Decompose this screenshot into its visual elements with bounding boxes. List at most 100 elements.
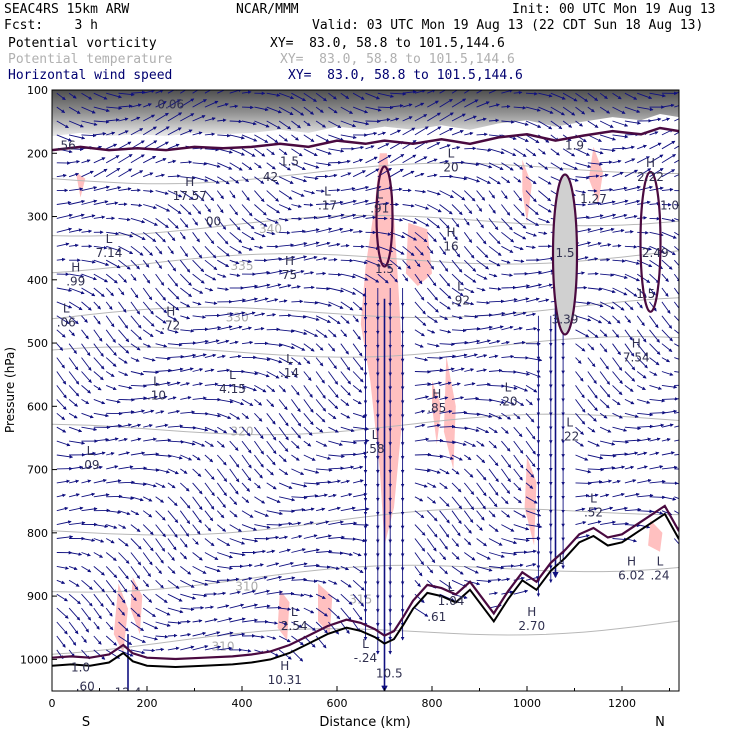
wind-arrow-1020 <box>56 371 67 385</box>
wind-arrow-1810 <box>192 593 208 598</box>
wind-arrow-120 <box>278 120 292 130</box>
wind-arrow-948 <box>427 343 440 348</box>
wind-arrow-221 <box>266 148 275 156</box>
wind-arrow-1788 <box>414 580 421 588</box>
wind-arrow-1385 <box>155 468 170 474</box>
wind-arrow-113 <box>192 115 206 122</box>
wind-arrow-1545 <box>241 510 254 518</box>
wind-arrow-1433 <box>118 480 136 485</box>
wind-arrow-1085 <box>229 384 246 390</box>
wind-arrow-56 <box>118 104 133 108</box>
wind-arrow-269 <box>229 162 243 171</box>
wind-arrow-1038 <box>278 371 289 379</box>
wind-arrow-1667 <box>513 538 530 542</box>
wind-arrow-695 <box>451 273 464 286</box>
wind-arrow-710 <box>636 273 651 283</box>
y-tick-label-2: 300 <box>27 211 48 224</box>
wind-arrow-1424 <box>637 465 648 470</box>
wind-arrow-1599 <box>279 521 293 526</box>
wind-arrow-963 <box>612 343 621 356</box>
wind-arrow-497 <box>525 218 540 226</box>
wind-arrow-1247 <box>340 426 355 433</box>
wind-arrow-1761 <box>81 579 93 590</box>
wind-arrow-1248 <box>353 426 370 431</box>
wind-arrow-1644 <box>229 538 246 545</box>
wind-arrow-917 <box>674 329 679 335</box>
wind-arrow-622 <box>179 259 191 273</box>
wind-arrow-606 <box>612 244 622 248</box>
wind-arrow-808 <box>587 301 604 308</box>
wind-arrow-1780 <box>315 579 327 584</box>
wind-arrow-1318 <box>587 440 600 447</box>
wind-arrow-122 <box>303 120 311 127</box>
wind-arrow-494 <box>488 218 499 231</box>
wind-arrow-635 <box>340 258 354 263</box>
wind-arrow-789 <box>352 301 363 311</box>
extremum-value-26: 1.5 <box>555 246 574 260</box>
wind-arrow-1125 <box>93 398 106 405</box>
wind-arrow-1483 <box>106 494 123 499</box>
wind-arrow-873 <box>130 329 142 341</box>
wind-arrow-541 <box>439 232 447 241</box>
wind-arrow-951 <box>464 339 481 345</box>
wind-arrow-353 <box>636 168 652 178</box>
wind-arrow-338 <box>451 176 468 181</box>
wind-arrow-1330 <box>106 451 115 456</box>
wind-arrow-453 <box>612 199 629 205</box>
wind-arrow-1166 <box>599 399 610 409</box>
wind-arrow-1205 <box>451 410 468 415</box>
theta-line-1 <box>52 214 679 237</box>
wind-arrow-594 <box>463 246 475 259</box>
wind-arrow-604 <box>587 241 602 247</box>
wind-arrow-532 <box>328 227 344 233</box>
wind-arrow-248 <box>600 148 616 153</box>
wind-arrow-287 <box>451 160 465 165</box>
wind-arrow-1662 <box>451 538 459 547</box>
wind-arrow-41 <box>562 92 578 102</box>
wind-arrow-647 <box>488 259 501 267</box>
wind-arrow-1794 <box>488 578 502 582</box>
wind-arrow-1848 <box>229 603 245 609</box>
north-end-label: N <box>655 715 665 730</box>
wind-arrow-1055 <box>488 368 503 373</box>
wind-arrow-592 <box>439 246 446 256</box>
wind-arrow-1625 <box>600 520 616 526</box>
wind-arrow-1457 <box>414 482 428 488</box>
wind-arrow-518 <box>155 231 166 243</box>
wind-arrow-165 <box>204 132 216 136</box>
wind-arrow-1665 <box>488 538 503 546</box>
wind-arrow-1476 <box>649 479 666 484</box>
wind-arrow-1581 <box>56 520 72 526</box>
wind-arrow-417 <box>167 204 182 214</box>
wind-arrow-547 <box>513 231 527 240</box>
wind-arrow-1470 <box>575 481 592 486</box>
wind-arrow-1131 <box>167 396 177 400</box>
wind-arrow-1292 <box>266 440 277 455</box>
wind-arrow-767 <box>81 301 92 311</box>
wind-arrow-310 <box>105 167 121 178</box>
wind-arrow-191 <box>525 134 540 144</box>
wind-arrow-1311 <box>501 440 511 452</box>
wind-arrow-1508 <box>414 496 424 502</box>
wind-arrow-527 <box>266 231 276 236</box>
wind-arrow-529 <box>291 229 306 234</box>
wind-arrow-1678 <box>81 552 91 557</box>
wind-arrow-1158 <box>501 398 516 406</box>
wind-arrow-105 <box>93 120 110 124</box>
wind-arrow-1554 <box>353 507 370 512</box>
wind-arrow-1296 <box>315 440 328 447</box>
wind-arrow-91 <box>550 106 565 116</box>
wind-arrow-164 <box>192 131 203 136</box>
wind-arrow-1487 <box>155 496 164 503</box>
wind-arrow-1015 <box>624 357 636 371</box>
wind-arrow-1381 <box>106 465 119 470</box>
wind-arrow-483 <box>353 214 367 219</box>
wind-arrow-521 <box>192 232 200 243</box>
wind-arrow-282 <box>389 154 405 164</box>
wind-arrow-949 <box>439 342 455 347</box>
wind-arrow-185 <box>451 129 464 136</box>
wind-arrow-1014 <box>612 357 623 371</box>
wind-arrow-27 <box>390 92 407 96</box>
wind-arrow-1708 <box>451 552 460 560</box>
extremum-type-7: L <box>376 188 383 202</box>
